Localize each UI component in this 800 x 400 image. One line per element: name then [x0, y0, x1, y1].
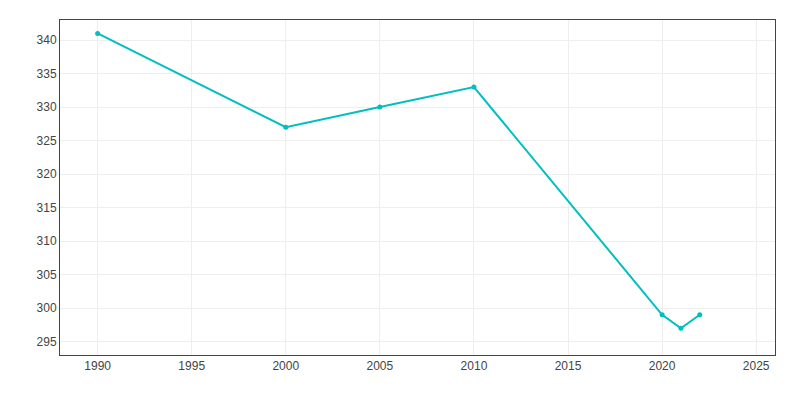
svg-text:315: 315: [37, 201, 57, 215]
svg-text:300: 300: [37, 301, 57, 315]
svg-text:340: 340: [37, 33, 57, 47]
svg-text:2025: 2025: [743, 359, 770, 373]
svg-text:2010: 2010: [461, 359, 488, 373]
svg-text:2020: 2020: [649, 359, 676, 373]
svg-text:2015: 2015: [555, 359, 582, 373]
svg-text:325: 325: [37, 134, 57, 148]
svg-text:320: 320: [37, 167, 57, 181]
svg-text:330: 330: [37, 100, 57, 114]
svg-text:2005: 2005: [367, 359, 394, 373]
svg-text:335: 335: [37, 67, 57, 81]
svg-text:1990: 1990: [84, 359, 111, 373]
svg-text:2000: 2000: [272, 359, 299, 373]
svg-text:310: 310: [37, 234, 57, 248]
svg-text:1995: 1995: [178, 359, 205, 373]
svg-text:305: 305: [37, 268, 57, 282]
svg-text:295: 295: [37, 335, 57, 349]
